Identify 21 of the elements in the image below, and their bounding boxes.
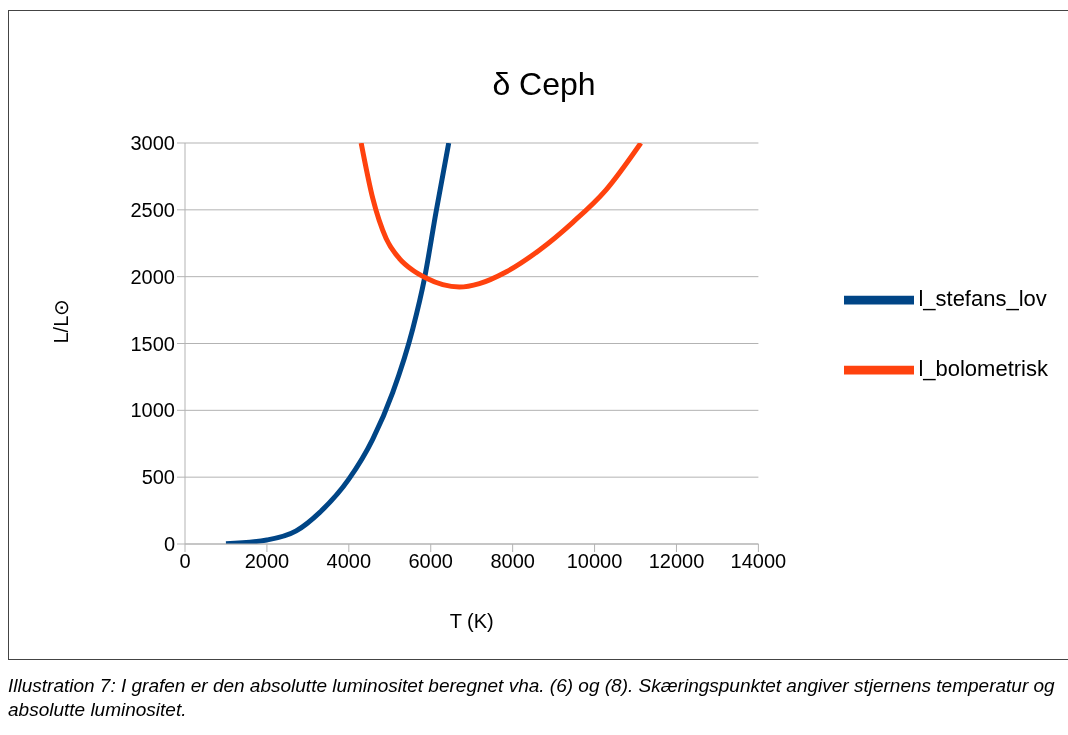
text: Illustration 7: I grafen er den absolutte luminositet beregnet vha. (6) og (8). Skæringspunktet angiver stjernens temperatur og absolutte luminositet. bbox=[8, 674, 1056, 722]
legend-label: l_bolometrisk bbox=[918, 355, 1048, 381]
legend-label: l_stefans_lov bbox=[918, 285, 1047, 311]
x-tick-label: 10000 bbox=[566, 550, 623, 573]
y-tick-label: 3000 bbox=[130, 132, 175, 155]
x-tick-label: 0 bbox=[179, 550, 191, 573]
chart-title: δ Ceph bbox=[491, 66, 597, 103]
y-tick-label: 1500 bbox=[130, 332, 175, 355]
y-tick-label: 2000 bbox=[130, 265, 175, 288]
x-tick-label: 14000 bbox=[730, 550, 787, 573]
x-tick-label: 4000 bbox=[326, 550, 372, 573]
x-tick-label: 12000 bbox=[648, 550, 705, 573]
y-tick-label: 2500 bbox=[130, 198, 175, 221]
y-axis-title: L/L⊙ bbox=[50, 298, 73, 344]
x-axis-title: T (K) bbox=[449, 610, 494, 632]
x-tick-label: 2000 bbox=[244, 550, 290, 573]
x-tick-label: 6000 bbox=[408, 550, 453, 573]
x-tick-label: 8000 bbox=[490, 550, 535, 573]
y-tick-label: 0 bbox=[163, 533, 175, 556]
y-tick-label: 1000 bbox=[130, 399, 175, 422]
y-tick-label: 500 bbox=[141, 466, 175, 489]
